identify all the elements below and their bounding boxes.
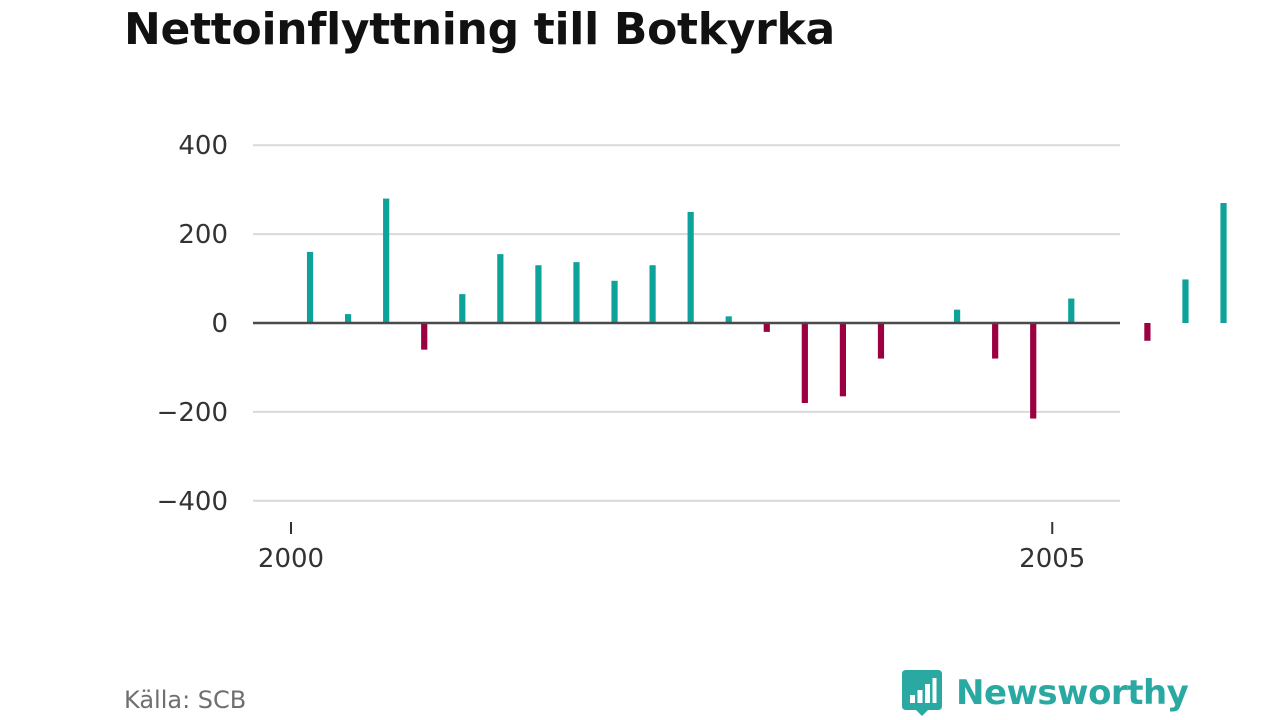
x-axis: 200020052010201520202025	[258, 522, 1085, 574]
bar	[953, 309, 961, 323]
bar	[877, 323, 885, 359]
y-tick-label: 400	[178, 131, 228, 161]
chart-title: Nettoinflyttning till Botkyrka	[124, 4, 835, 55]
brand-name: Newsworthy	[956, 673, 1189, 713]
bar	[611, 280, 618, 323]
y-tick-label: 200	[178, 220, 228, 250]
bar	[344, 314, 352, 323]
y-tick-label: 0	[211, 309, 228, 339]
bar	[1068, 298, 1075, 323]
x-tick-label: 2000	[258, 544, 324, 574]
y-gridlines	[253, 144, 1120, 502]
brand-logo: Newsworthy	[902, 670, 1189, 716]
bar	[801, 323, 808, 403]
bar	[687, 211, 694, 323]
bar	[573, 262, 580, 323]
bar	[306, 251, 314, 323]
bar	[1030, 323, 1037, 419]
bar-series	[306, 198, 1227, 419]
bar	[1182, 279, 1189, 323]
bar	[535, 265, 542, 323]
source-note: Källa: SCB	[124, 686, 247, 714]
y-tick-label: −200	[157, 398, 228, 428]
x-tick-label: 2005	[1019, 544, 1085, 574]
y-axis: 400 200 0 −200 −400	[157, 131, 228, 517]
bar	[459, 294, 466, 323]
bar	[1144, 323, 1151, 341]
y-tick-label: −400	[157, 487, 228, 517]
bar	[1220, 203, 1227, 323]
bar	[992, 323, 999, 359]
newsworthy-logo-icon	[902, 670, 942, 716]
bar	[725, 316, 732, 323]
bar	[649, 265, 656, 323]
bar	[763, 323, 770, 332]
bar	[497, 254, 504, 323]
bar	[839, 323, 847, 397]
bar	[421, 323, 428, 350]
bar	[383, 198, 390, 323]
